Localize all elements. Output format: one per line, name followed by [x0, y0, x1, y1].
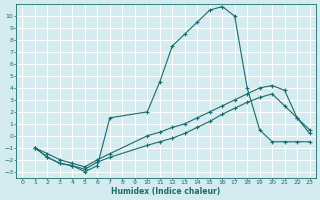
X-axis label: Humidex (Indice chaleur): Humidex (Indice chaleur) — [111, 187, 220, 196]
